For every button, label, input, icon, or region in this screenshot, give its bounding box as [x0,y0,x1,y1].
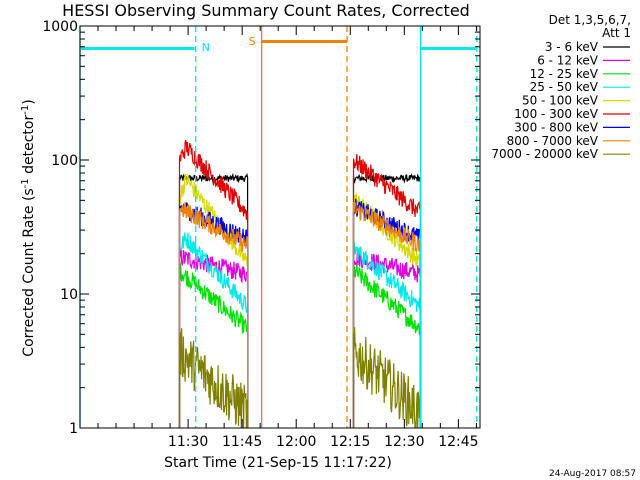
series-3-interval-1 [178,263,249,428]
x-tick-label: 11:30 [168,434,208,450]
legend-label-8: 800 - 7000 keV [507,134,599,148]
y-tick-label: 1 [69,421,78,437]
axes-frame [79,25,481,429]
legend-label-2: 6 - 12 keV [537,53,599,67]
y-axis-label: Corrected Count Rate (s-1 detector-1) [20,99,37,356]
x-tick-label: 12:15 [330,434,370,450]
legend-label-7: 300 - 800 keV [514,120,598,134]
y-axis-label-exp2: -1 [20,105,31,115]
series-4-interval-1 [178,232,249,428]
series-1-interval-2 [352,173,422,428]
chart-title: HESSI Observing Summary Count Rates, Cor… [62,1,470,20]
x-tick-label: 11:45 [222,434,262,450]
series-9-interval-2 [352,327,422,429]
y-axis-label-close: ) [21,99,37,104]
series-3-interval-2 [352,264,422,428]
series-6-interval-2 [352,154,422,428]
y-axis-label-detector: detector [21,115,37,179]
x-tick-label: 12:30 [384,434,424,450]
y-axis-label-exp1: -1 [20,178,31,188]
series-6-interval-1 [178,140,249,428]
y-tick-label: 10 [60,287,78,303]
x-tick-label: 12:00 [276,434,316,450]
series-9-interval-1 [178,328,249,429]
legend-header-attenuator: Att 1 [602,26,631,40]
y-tick-label: 1000 [42,19,78,35]
series-8-interval-1 [178,202,249,428]
legend-label-6: 100 - 300 keV [514,107,598,121]
legend-label-4: 25 - 50 keV [530,80,599,94]
y-axis-label-main: Corrected Count Rate (s [21,188,37,356]
footer-date: 24-Aug-2017 08:57 [549,469,636,479]
y-tick-label: 100 [51,153,78,169]
x-axis-label: Start Time (21-Sep-15 11:17:22) [164,455,392,471]
annotation-n: N [202,41,210,54]
legend-label-5: 50 - 100 keV [522,94,599,108]
axes: 1 10 100 1000 11:30 11:45 12:00 12:15 12:30 12:45 [42,19,481,450]
series-2-interval-1 [178,248,249,428]
legend-header-detectors: Det 1,3,5,6,7, [549,13,631,27]
x-tick-label: 12:45 [438,434,478,450]
series-8-interval-2 [352,201,422,428]
legend-label-3: 12 - 25 keV [530,67,599,81]
legend-label-9: 7000 - 20000 keV [491,147,598,161]
series-4-interval-2 [352,239,422,428]
legend-label-1: 3 - 6 keV [545,40,599,54]
annotation-s: S [249,35,256,48]
